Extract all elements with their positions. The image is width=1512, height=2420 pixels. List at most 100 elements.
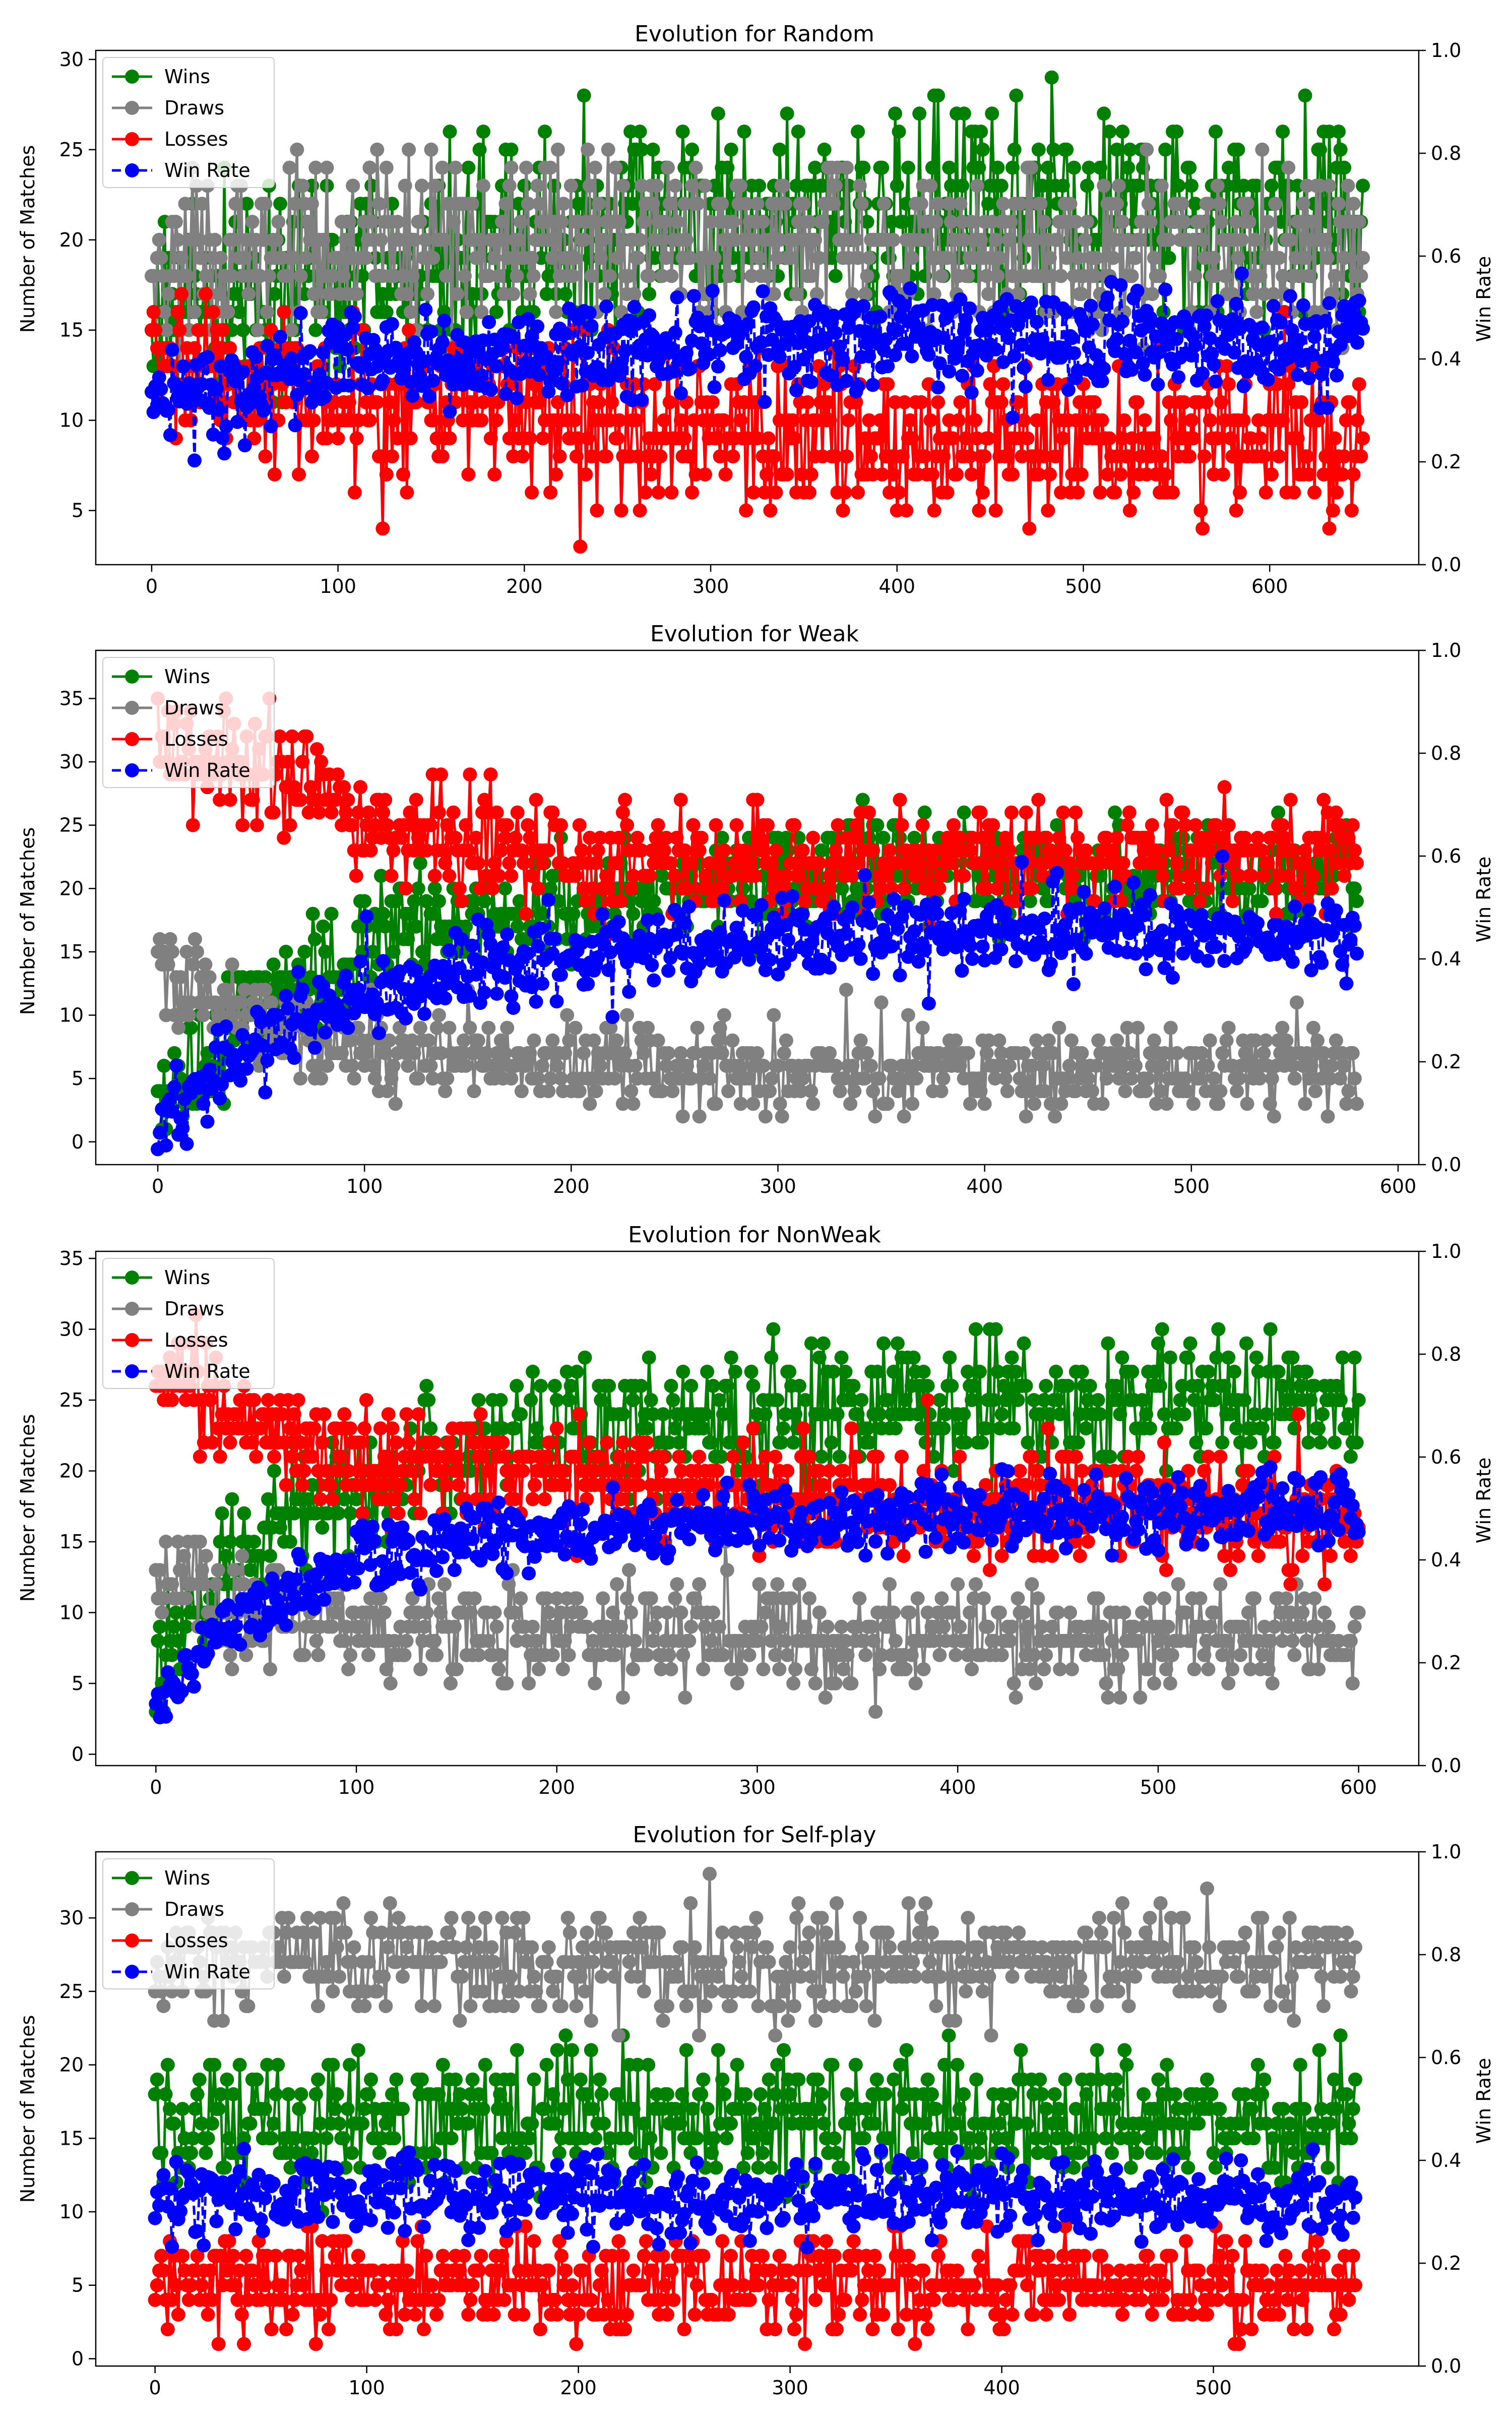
y-tick-label: 20 bbox=[59, 229, 84, 251]
data-point bbox=[1217, 954, 1232, 968]
data-point bbox=[485, 881, 500, 896]
data-point bbox=[796, 197, 811, 211]
data-point bbox=[170, 232, 185, 247]
data-point bbox=[1326, 503, 1340, 518]
data-point bbox=[1141, 830, 1155, 845]
data-point bbox=[519, 906, 533, 921]
data-point bbox=[893, 968, 907, 983]
data-point bbox=[1346, 197, 1361, 211]
data-point bbox=[886, 467, 901, 482]
data-point bbox=[931, 88, 946, 103]
data-point bbox=[1287, 1071, 1302, 1086]
data-point bbox=[795, 907, 810, 922]
data-point bbox=[1296, 298, 1310, 313]
data-point bbox=[733, 1097, 748, 1111]
data-point bbox=[825, 251, 839, 265]
data-point bbox=[438, 1084, 453, 1099]
data-point bbox=[500, 927, 515, 942]
data-point bbox=[609, 856, 624, 871]
data-point bbox=[931, 197, 946, 211]
data-point bbox=[880, 1097, 895, 1111]
data-point bbox=[887, 892, 901, 906]
data-point bbox=[421, 1033, 436, 1048]
data-point bbox=[1306, 1020, 1320, 1035]
data-point bbox=[750, 793, 765, 807]
data-point bbox=[838, 485, 852, 500]
data-point bbox=[925, 467, 939, 482]
data-point bbox=[1078, 413, 1093, 428]
data-point bbox=[320, 431, 334, 446]
data-point bbox=[301, 805, 316, 820]
data-point bbox=[1276, 269, 1290, 283]
data-point bbox=[405, 389, 420, 403]
data-point bbox=[481, 1020, 496, 1035]
data-point bbox=[1307, 330, 1321, 344]
data-point bbox=[789, 383, 804, 398]
data-point bbox=[972, 503, 986, 518]
data-point bbox=[808, 232, 823, 247]
data-point bbox=[878, 869, 893, 883]
data-point bbox=[651, 485, 666, 500]
data-point bbox=[504, 160, 519, 175]
data-point bbox=[725, 869, 740, 883]
data-point bbox=[779, 1033, 793, 1048]
data-point bbox=[256, 403, 271, 418]
data-point bbox=[847, 830, 862, 845]
data-point bbox=[643, 869, 657, 883]
data-point bbox=[379, 305, 394, 319]
data-point bbox=[868, 1109, 883, 1124]
data-point bbox=[1050, 232, 1064, 247]
data-point bbox=[1207, 357, 1221, 372]
data-point bbox=[729, 818, 744, 832]
data-point bbox=[679, 345, 694, 360]
data-point bbox=[659, 1059, 673, 1073]
data-point bbox=[1108, 232, 1122, 247]
data-point bbox=[851, 251, 865, 265]
data-point bbox=[769, 843, 783, 858]
data-point bbox=[1188, 338, 1203, 353]
data-point bbox=[961, 1046, 975, 1060]
data-point bbox=[1151, 377, 1165, 392]
data-point bbox=[1064, 881, 1079, 896]
data-point bbox=[385, 449, 399, 464]
data-point bbox=[973, 1084, 988, 1099]
data-point bbox=[172, 323, 187, 337]
data-point bbox=[895, 449, 910, 464]
data-point bbox=[737, 125, 751, 139]
data-point bbox=[673, 1046, 688, 1060]
data-point bbox=[1115, 215, 1130, 229]
data-point bbox=[215, 1077, 229, 1092]
data-point bbox=[866, 843, 880, 858]
data-point bbox=[1004, 805, 1019, 820]
data-point bbox=[196, 1008, 211, 1022]
data-point bbox=[1070, 251, 1085, 265]
data-point bbox=[647, 1071, 661, 1086]
data-point bbox=[840, 160, 854, 175]
data-point bbox=[1011, 395, 1026, 409]
data-point bbox=[1219, 1033, 1234, 1048]
data-point bbox=[739, 197, 753, 211]
data-point bbox=[1121, 449, 1136, 464]
data-point bbox=[360, 381, 375, 395]
data-point bbox=[713, 856, 727, 871]
data-point bbox=[752, 830, 767, 845]
data-point bbox=[301, 215, 316, 229]
data-point bbox=[1343, 395, 1357, 409]
data-point bbox=[783, 948, 798, 962]
data-point bbox=[964, 215, 979, 229]
data-point bbox=[827, 197, 841, 211]
data-point bbox=[523, 830, 537, 845]
legend-label: Win Rate bbox=[164, 159, 250, 182]
data-point bbox=[880, 377, 895, 392]
data-point bbox=[953, 903, 967, 918]
data-point bbox=[1221, 328, 1236, 342]
data-point bbox=[1039, 830, 1054, 845]
data-point bbox=[309, 1059, 324, 1073]
data-point bbox=[641, 913, 655, 927]
data-point bbox=[715, 1046, 729, 1060]
data-point bbox=[1093, 856, 1108, 871]
data-point bbox=[669, 927, 684, 942]
data-point bbox=[651, 818, 665, 832]
data-point bbox=[1138, 413, 1152, 428]
data-point bbox=[237, 983, 252, 997]
